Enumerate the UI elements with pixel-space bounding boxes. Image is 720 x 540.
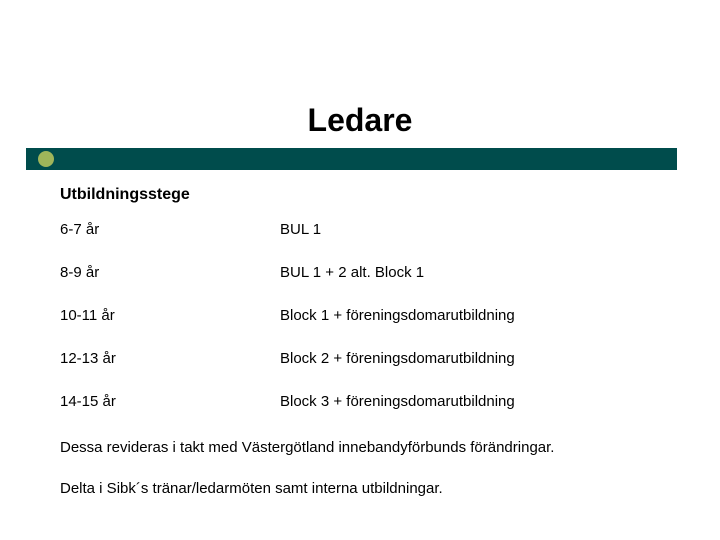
table-row: 12-13 år Block 2 + föreningsdomarutbildn… bbox=[60, 337, 670, 380]
cell-course: Block 3 + föreningsdomarutbildning bbox=[280, 380, 670, 423]
slide-title: Ledare bbox=[0, 102, 720, 139]
table-row: 10-11 år Block 1 + föreningsdomarutbildn… bbox=[60, 294, 670, 337]
cell-age: 12-13 år bbox=[60, 337, 280, 380]
subtitle: Utbildningsstege bbox=[60, 186, 670, 204]
title-underline-bar bbox=[26, 148, 677, 170]
cell-course: BUL 1 bbox=[280, 208, 670, 251]
cell-age: 6-7 år bbox=[60, 208, 280, 251]
cell-course: Block 1 + föreningsdomarutbildning bbox=[280, 294, 670, 337]
footer-line-1: Dessa revideras i takt med Västergötland… bbox=[60, 437, 670, 458]
footer-line-2: Delta i Sibk´s tränar/ledarmöten samt in… bbox=[60, 478, 670, 499]
training-table: 6-7 år BUL 1 8-9 år BUL 1 + 2 alt. Block… bbox=[60, 208, 670, 423]
cell-age: 14-15 år bbox=[60, 380, 280, 423]
cell-course: Block 2 + föreningsdomarutbildning bbox=[280, 337, 670, 380]
cell-course: BUL 1 + 2 alt. Block 1 bbox=[280, 251, 670, 294]
cell-age: 8-9 år bbox=[60, 251, 280, 294]
table-row: 6-7 år BUL 1 bbox=[60, 208, 670, 251]
title-bullet-icon bbox=[38, 151, 54, 167]
cell-age: 10-11 år bbox=[60, 294, 280, 337]
table-row: 14-15 år Block 3 + föreningsdomarutbildn… bbox=[60, 380, 670, 423]
table-row: 8-9 år BUL 1 + 2 alt. Block 1 bbox=[60, 251, 670, 294]
content-area: Utbildningsstege 6-7 år BUL 1 8-9 år BUL… bbox=[60, 186, 670, 499]
slide: Ledare Utbildningsstege 6-7 år BUL 1 8-9… bbox=[0, 0, 720, 540]
